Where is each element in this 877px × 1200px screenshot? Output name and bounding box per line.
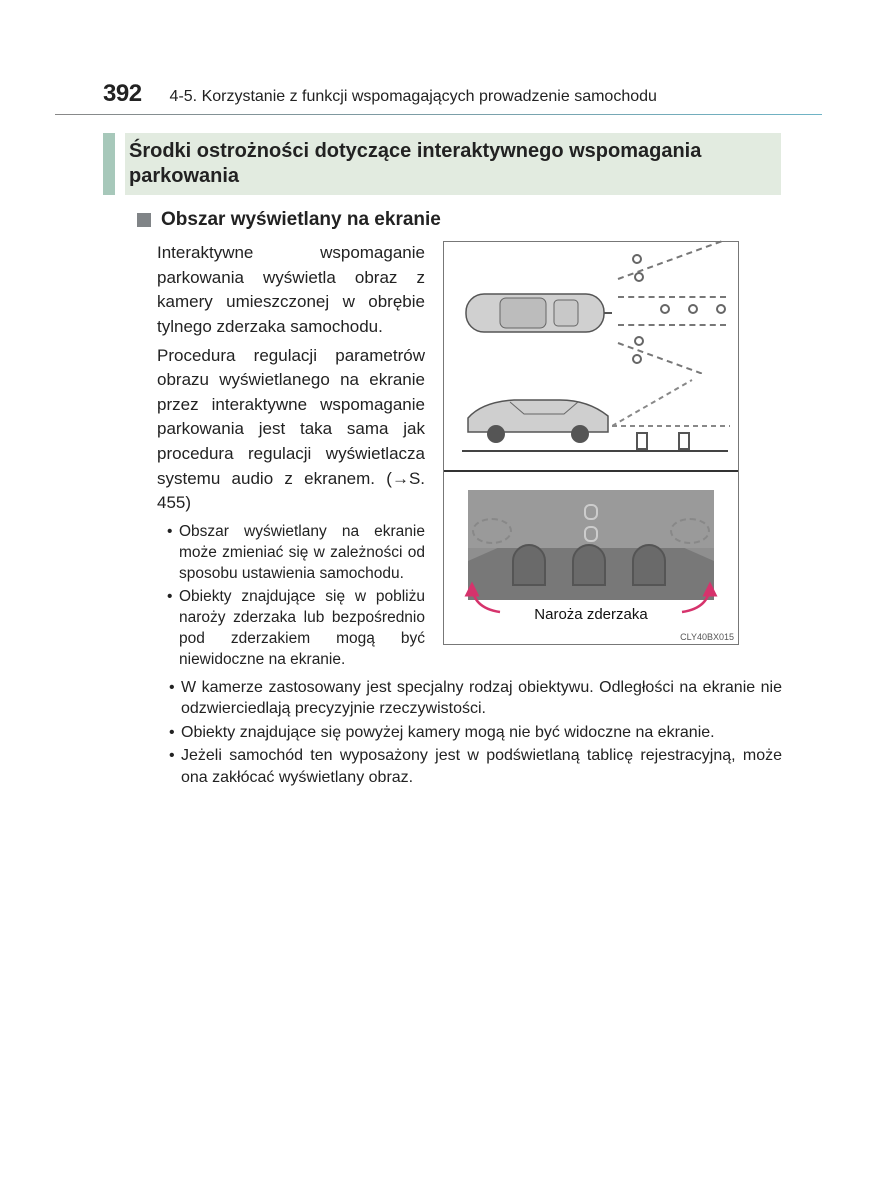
figure-code: CLY40BX015 <box>680 632 734 642</box>
object-marker-icon <box>716 304 726 314</box>
list-item: W kamerze zastosowany jest specjalny rod… <box>169 677 782 720</box>
body-paragraph: Interaktywne wspomaganie parkowania wyśw… <box>157 241 425 340</box>
diagram-figure: Naroża zderzaka CLY40BX015 <box>443 241 739 645</box>
distant-object-icon <box>584 526 598 542</box>
header-divider <box>55 114 822 115</box>
text-column: Interaktywne wspomaganie parkowania wyśw… <box>157 241 425 673</box>
subsection-heading: Obszar wyświetlany na ekranie <box>137 209 822 231</box>
figure-side-view <box>444 374 738 470</box>
square-bullet-icon <box>137 213 151 227</box>
list-item: Obiekty znajdujące się powyżej kamery mo… <box>169 722 782 744</box>
arrow-icon: → <box>392 469 409 488</box>
bullet-list-narrow: Obszar wyświetlany na ekranie może zmien… <box>157 522 425 670</box>
figure-camera-view: Naroża zderzaka CLY40BX015 <box>444 472 738 644</box>
figure-top-view <box>444 242 738 374</box>
list-item: Obiekty znajdujące się w pobliżu naroży … <box>167 587 425 671</box>
bumper-corner-zone-icon <box>472 518 512 544</box>
object-marker-icon <box>634 336 644 346</box>
fov-line-icon <box>618 296 726 298</box>
object-marker-icon <box>660 304 670 314</box>
object-marker-icon <box>634 272 644 282</box>
figure-callout-label: Naroża zderzaka <box>444 606 738 623</box>
body-paragraph: Procedura regulacji parametrów obrazu wy… <box>157 344 425 516</box>
bumper-corner-zone-icon <box>670 518 710 544</box>
list-item: Jeżeli samochód ten wyposażony jest w po… <box>169 745 782 788</box>
page-header: 392 4-5. Korzystanie z funkcji wspomagaj… <box>55 80 822 108</box>
fov-line-icon <box>618 324 726 326</box>
object-marker-icon <box>632 254 642 264</box>
near-object-icon <box>632 544 666 586</box>
car-side-icon <box>462 388 614 446</box>
object-marker-icon <box>688 304 698 314</box>
list-item: Obszar wyświetlany na ekranie może zmien… <box>167 522 425 585</box>
section-banner: Środki ostrożności dotyczące interaktywn… <box>103 133 781 195</box>
object-marker-icon <box>632 354 642 364</box>
banner-stripe <box>103 133 115 195</box>
car-top-icon <box>462 286 614 340</box>
fov-arc-icon <box>612 374 732 454</box>
body-text: Procedura regulacji parametrów obrazu wy… <box>157 346 425 488</box>
manual-page: 392 4-5. Korzystanie z funkcji wspomagaj… <box>0 0 877 788</box>
bullet-list-wide: W kamerze zastosowany jest specjalny rod… <box>169 677 782 789</box>
camera-screen <box>468 490 714 600</box>
near-object-icon <box>512 544 546 586</box>
page-number: 392 <box>103 80 142 108</box>
content-two-column: Interaktywne wspomaganie parkowania wyśw… <box>157 241 782 673</box>
subsection-title: Obszar wyświetlany na ekranie <box>161 209 441 231</box>
near-object-icon <box>572 544 606 586</box>
section-title: Środki ostrożności dotyczące interaktywn… <box>125 133 781 195</box>
chapter-title: 4-5. Korzystanie z funkcji wspomagającyc… <box>170 88 657 106</box>
distant-object-icon <box>584 504 598 520</box>
